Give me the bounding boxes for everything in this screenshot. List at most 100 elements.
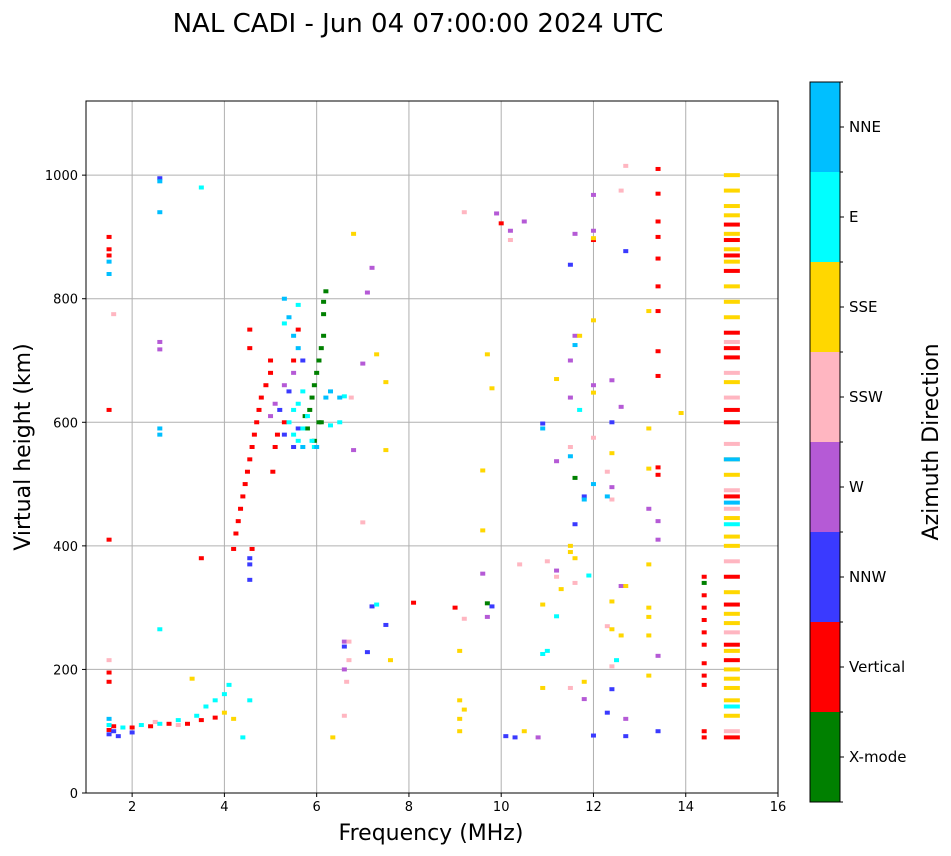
data-point (723, 204, 740, 209)
data-point (567, 358, 573, 363)
data-point (226, 682, 232, 687)
data-point (723, 630, 740, 635)
colorbar-segment (810, 712, 840, 802)
data-point (604, 494, 610, 499)
data-point (157, 721, 163, 726)
data-point (614, 658, 620, 663)
data-point (723, 488, 740, 493)
data-point (655, 191, 661, 196)
data-point (240, 735, 246, 740)
data-point (567, 454, 573, 459)
data-point (461, 210, 467, 215)
data-point (374, 352, 380, 357)
data-point (369, 265, 375, 270)
data-point (723, 506, 740, 511)
data-point (623, 249, 629, 254)
data-point (723, 188, 740, 193)
data-point (723, 735, 740, 740)
data-point (231, 716, 237, 721)
data-point (723, 315, 740, 320)
data-point (503, 734, 509, 739)
data-point (341, 713, 347, 718)
data-point (194, 713, 200, 718)
data-point (723, 500, 740, 505)
data-point (723, 543, 740, 548)
data-point (242, 482, 248, 487)
data-point (157, 627, 163, 632)
data-point (517, 562, 523, 567)
data-point (609, 497, 615, 502)
data-point (106, 247, 112, 252)
data-point (251, 432, 257, 437)
data-point (723, 346, 740, 351)
data-point (304, 426, 310, 431)
data-point (281, 420, 287, 425)
data-point (323, 289, 329, 294)
data-point (138, 723, 144, 728)
data-point (723, 339, 740, 344)
data-point (106, 679, 112, 684)
data-point (268, 370, 274, 375)
data-point (268, 414, 274, 419)
data-point (498, 221, 504, 226)
data-point (723, 590, 740, 595)
y-tick-label: 400 (53, 540, 78, 555)
data-point (655, 729, 661, 734)
data-point (247, 346, 253, 351)
data-point (387, 658, 393, 663)
data-point (106, 658, 112, 663)
data-point (457, 698, 463, 703)
data-point (554, 574, 560, 579)
data-point (581, 497, 587, 502)
data-point (341, 667, 347, 672)
data-point (655, 653, 661, 658)
y-tick-label: 600 (53, 416, 78, 431)
data-point (618, 584, 624, 589)
data-point (604, 469, 610, 474)
data-point (106, 716, 112, 721)
data-point (507, 228, 513, 233)
data-point (540, 685, 546, 690)
data-point (341, 644, 347, 649)
colorbar-tick-label: W (849, 478, 864, 496)
data-point (304, 414, 310, 419)
data-point (646, 466, 652, 471)
data-point (701, 661, 707, 666)
data-point (115, 734, 121, 739)
data-point (723, 494, 740, 499)
series-sse (189, 173, 740, 740)
data-point (540, 421, 546, 426)
data-point (554, 614, 560, 619)
data-point (166, 721, 172, 726)
data-point (540, 426, 546, 431)
data-point (369, 604, 375, 609)
data-point (311, 383, 317, 388)
data-point (106, 537, 112, 542)
data-point (723, 676, 740, 681)
data-point (291, 370, 297, 375)
x-tick-label: 10 (493, 800, 510, 815)
x-tick-label: 16 (770, 800, 787, 815)
data-point (609, 664, 615, 669)
data-point (157, 179, 163, 184)
data-point (512, 735, 518, 740)
data-point (572, 580, 578, 585)
data-point (572, 333, 578, 338)
data-point (655, 519, 661, 524)
data-point (281, 296, 287, 301)
data-point (655, 349, 661, 354)
y-tick-label: 800 (53, 293, 78, 308)
data-point (383, 380, 389, 385)
data-point (701, 593, 707, 598)
data-point (723, 667, 740, 672)
data-point (457, 729, 463, 734)
data-point (316, 358, 322, 363)
data-point (295, 426, 301, 431)
data-point (291, 432, 297, 437)
data-point (270, 469, 276, 474)
data-point (567, 543, 573, 548)
data-point (295, 346, 301, 351)
data-point (307, 407, 313, 412)
data-point (723, 222, 740, 227)
data-point (701, 618, 707, 622)
